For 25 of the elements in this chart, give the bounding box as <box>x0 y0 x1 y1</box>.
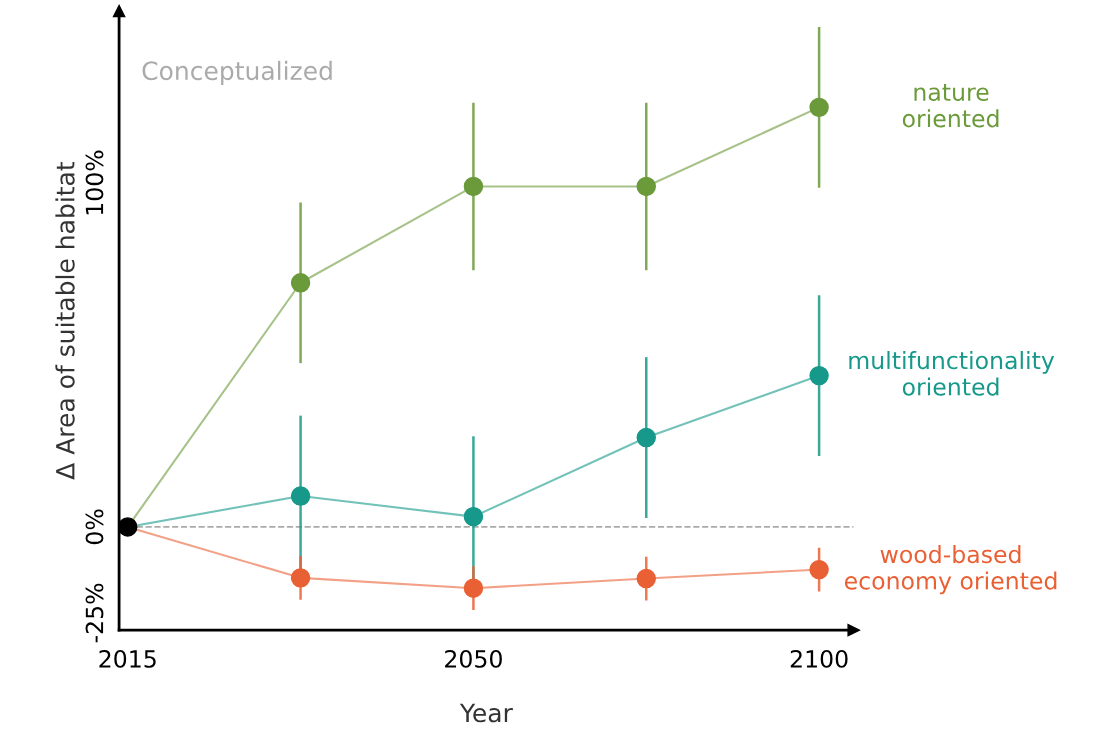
point <box>463 578 484 598</box>
point <box>463 506 484 527</box>
x-tick-label: 2100 <box>790 650 848 668</box>
y-tick-label: 100% <box>85 150 104 215</box>
point <box>636 176 656 197</box>
x-tick-label: 2015 <box>99 650 156 668</box>
point <box>463 176 484 197</box>
point <box>290 273 311 293</box>
y-axis-title: Δ Area of suitable habitat <box>55 161 75 480</box>
point <box>119 517 138 537</box>
point <box>290 486 311 506</box>
y-tick-label: 0% <box>85 509 104 545</box>
point <box>636 568 656 589</box>
point <box>809 365 829 386</box>
point <box>290 568 311 588</box>
x-tick-label: 2050 <box>445 650 502 668</box>
point <box>809 97 829 118</box>
annotation: Conceptualized <box>142 60 332 86</box>
series-label: wood-based economy oriented <box>844 544 1057 595</box>
y-tick-label: -25% <box>85 583 104 643</box>
text: nature oriented <box>902 84 999 128</box>
series-label: multifunctionality oriented <box>849 350 1055 396</box>
point <box>809 559 829 580</box>
point <box>636 427 656 448</box>
x-axis-title: Year <box>459 703 513 723</box>
